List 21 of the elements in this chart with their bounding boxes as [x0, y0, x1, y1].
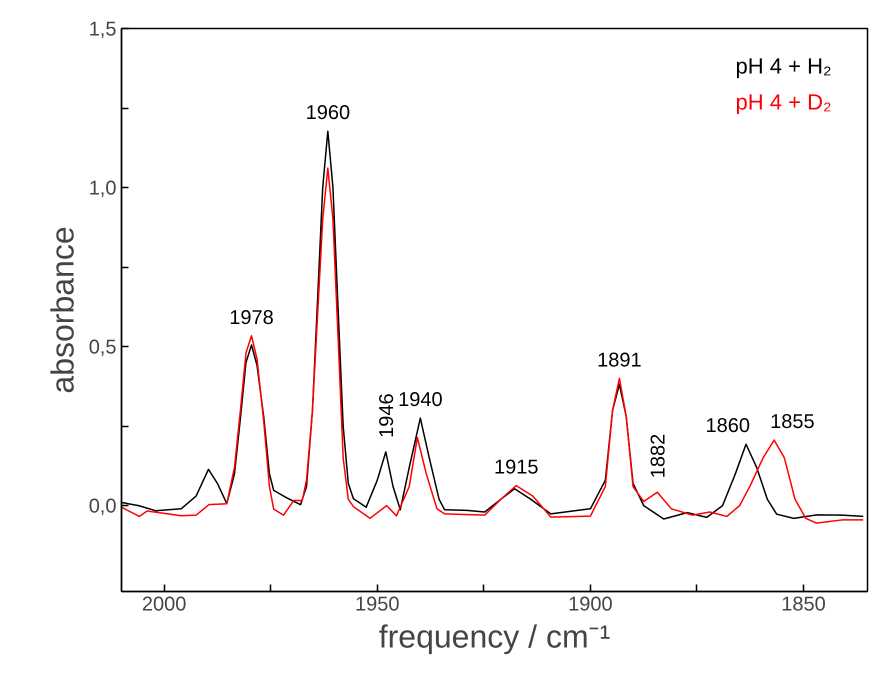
x-tick-label: 1900	[568, 594, 613, 616]
y-axis-title: absorbance	[44, 226, 81, 394]
x-tick-label: 1950	[355, 594, 400, 616]
annotation: 1915	[494, 456, 538, 479]
x-tick-label: 1850	[781, 594, 826, 616]
y-tick-label: 1,0	[88, 178, 117, 200]
annotation: 1882	[647, 434, 670, 478]
annotation: 1960	[306, 102, 350, 124]
annotation: 1860	[706, 415, 750, 438]
annotation: 1891	[597, 349, 642, 372]
y-tick-label: 0,0	[88, 496, 117, 518]
annotation: 1978	[229, 306, 274, 329]
y-tick-label: 0,5	[88, 336, 117, 359]
x-tick-label: 2000	[142, 594, 186, 616]
y-tick-label: 1,5	[88, 18, 117, 40]
text: pH 4 + D₂	[736, 90, 832, 114]
annotation: 1855	[770, 411, 815, 434]
text: pH 4 + H₂	[736, 54, 832, 78]
x-axis-title: frequency / cm⁻¹	[378, 618, 610, 654]
annotation: 1946	[376, 393, 398, 438]
annotation: 1940	[398, 389, 443, 412]
